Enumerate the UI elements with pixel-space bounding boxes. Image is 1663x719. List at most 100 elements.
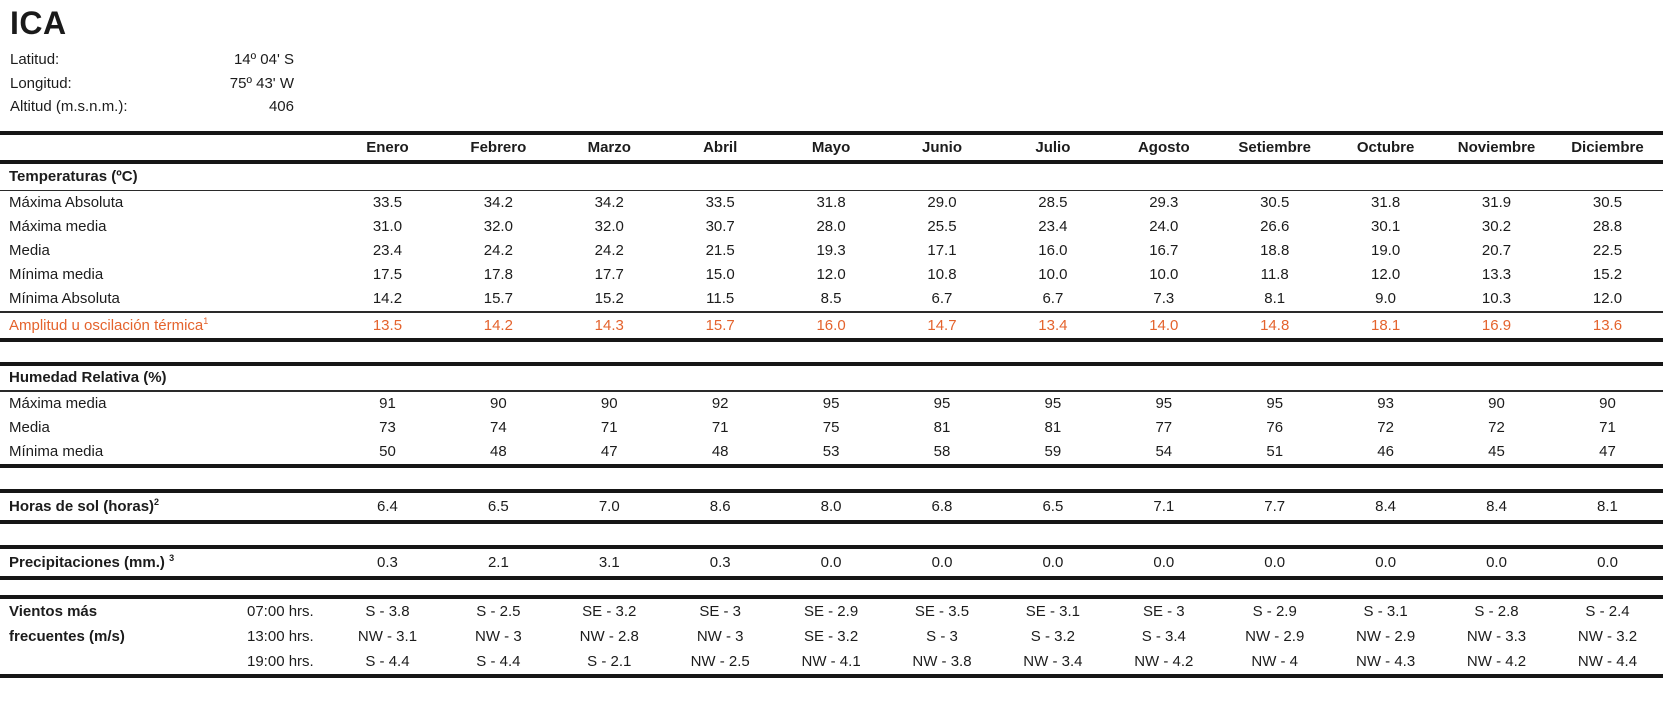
row-label: Mínima Absoluta bbox=[9, 290, 120, 307]
value-cell: S - 2.5 bbox=[476, 602, 521, 620]
value-cell: 72 bbox=[1377, 419, 1394, 436]
value-cell: 24.2 bbox=[483, 242, 513, 259]
value-cell: 59 bbox=[1044, 443, 1062, 460]
value-cell: 0.3 bbox=[709, 553, 731, 571]
value-cell: 30.5 bbox=[1592, 194, 1623, 211]
value-cell: 34.2 bbox=[483, 194, 513, 211]
value-cell: 81 bbox=[1044, 419, 1062, 436]
temperaturas-table: Temperaturas (ºC) Máxima Absoluta 33.5 34… bbox=[0, 163, 1663, 342]
value-cell: S - 3 bbox=[926, 627, 958, 645]
value-cell: S - 4.4 bbox=[476, 652, 521, 670]
section-title: Humedad Relativa (%) bbox=[0, 363, 1663, 392]
month-header-cell: Julio bbox=[1035, 138, 1071, 156]
value-cell: 17.7 bbox=[594, 266, 624, 283]
value-cell: 0.0 bbox=[820, 553, 842, 571]
value-cell: 31.0 bbox=[372, 218, 403, 235]
value-cell: 16.0 bbox=[1038, 242, 1068, 259]
value-cell: NW - 3.3 bbox=[1466, 627, 1527, 645]
value-cell: 6.8 bbox=[931, 497, 953, 515]
precipitaciones-table: Precipitaciones (mm.) 3 0.3 2.1 3.1 0.3 0.0 0… bbox=[0, 544, 1663, 580]
month-header-cell: Mayo bbox=[811, 138, 851, 156]
longitude-label: Longitud: bbox=[10, 74, 72, 92]
value-cell: 0.0 bbox=[1042, 553, 1064, 571]
value-cell: 19.3 bbox=[816, 242, 846, 259]
value-cell: 34.2 bbox=[594, 194, 624, 211]
value-cell: 33.5 bbox=[372, 194, 403, 211]
row-label: Máxima media bbox=[9, 218, 107, 235]
horas-sol-label: Horas de sol (horas) bbox=[9, 497, 155, 515]
value-cell: 10.8 bbox=[927, 266, 957, 283]
table-row-minima-absoluta: Mínima Absoluta 14.2 15.7 15.2 11.5 8.5 6.7 6.… bbox=[0, 287, 1663, 312]
month-header-cell: Octubre bbox=[1356, 138, 1415, 156]
table-row-hum-media: Media 73 74 71 71 75 81 81 77 76 72 72 71 bbox=[0, 416, 1663, 440]
value-cell: 12.0 bbox=[816, 266, 846, 283]
footnote-marker: 3 bbox=[169, 552, 175, 563]
value-cell: 31.8 bbox=[1371, 194, 1401, 211]
value-cell: 10.0 bbox=[1149, 266, 1179, 283]
longitude-row: Longitud: 75º 43' W bbox=[10, 72, 294, 96]
table-row-media: Media 23.4 24.2 24.2 21.5 19.3 17.1 16.0 16.7 18… bbox=[0, 239, 1663, 263]
value-cell: 14.2 bbox=[442, 310, 554, 340]
value-cell: 14.3 bbox=[553, 310, 665, 340]
value-cell: 8.0 bbox=[820, 497, 842, 515]
value-cell: SE - 2.9 bbox=[803, 602, 859, 620]
value-cell: S - 3.4 bbox=[1141, 627, 1186, 645]
value-cell: NW - 2.9 bbox=[1245, 627, 1305, 645]
value-cell: 14.8 bbox=[1219, 310, 1331, 340]
value-cell: 71 bbox=[1599, 419, 1616, 436]
value-cell: 72 bbox=[1488, 419, 1505, 436]
value-cell: 33.5 bbox=[705, 194, 735, 211]
value-cell: 8.4 bbox=[1486, 497, 1507, 515]
row-label: Mínima media bbox=[9, 443, 104, 460]
time-label: 07:00 hrs. bbox=[247, 602, 314, 620]
month-header-cell: Diciembre bbox=[1571, 138, 1644, 156]
value-cell: 0.0 bbox=[931, 553, 953, 571]
table-row-amplitud: Amplitud u oscilación térmica1 13.5 14.2 1… bbox=[0, 310, 1663, 340]
row-label: Máxima Absoluta bbox=[9, 194, 124, 211]
value-cell: 7.0 bbox=[598, 497, 620, 515]
value-cell: 95 bbox=[1044, 395, 1062, 412]
value-cell: 3.1 bbox=[598, 553, 620, 571]
value-cell: 29.3 bbox=[1149, 194, 1179, 211]
horas-sol-table: Horas de sol (horas)2 6.4 6.5 7.0 8.6 8.0 6.8… bbox=[0, 488, 1663, 524]
value-cell: SE - 3.2 bbox=[582, 602, 637, 620]
value-cell: NW - 3 bbox=[475, 627, 522, 645]
value-cell: 21.5 bbox=[705, 242, 735, 259]
value-cell: SE - 3.5 bbox=[914, 602, 970, 620]
value-cell: 74 bbox=[490, 419, 507, 436]
table-row-minima-media: Mínima media 17.5 17.8 17.7 15.0 12.0 10.8 10.… bbox=[0, 263, 1663, 287]
value-cell: 12.0 bbox=[1592, 290, 1623, 307]
months-header-table: Enero Febrero Marzo Abril Mayo Junio Julio Agos… bbox=[0, 130, 1663, 164]
value-cell: 14.0 bbox=[1108, 310, 1220, 340]
climate-sheet: ICA Latitud: 14º 04' S Longitud: 75º 43'… bbox=[0, 6, 1663, 719]
row-label: Máxima media bbox=[9, 395, 107, 412]
value-cell: NW - 2.8 bbox=[579, 627, 639, 645]
altitude-label: Altitud (m.s.n.m.): bbox=[10, 98, 128, 115]
value-cell: 10.3 bbox=[1481, 290, 1512, 307]
vientos-label-line2: frecuentes (m/s) bbox=[9, 627, 125, 645]
value-cell: 2.1 bbox=[487, 553, 509, 571]
value-cell: 77 bbox=[1155, 419, 1173, 436]
value-cell: 46 bbox=[1377, 443, 1394, 460]
value-cell: S - 3.8 bbox=[365, 602, 410, 620]
row-label: Amplitud u oscilación térmica1 bbox=[0, 310, 332, 340]
value-cell: NW - 4.4 bbox=[1577, 652, 1638, 670]
value-cell: 71 bbox=[711, 419, 729, 436]
month-header-cell: Enero bbox=[366, 138, 409, 156]
value-cell: 17.1 bbox=[927, 242, 957, 259]
value-cell: 16.9 bbox=[1441, 310, 1552, 340]
value-cell: SE - 3.2 bbox=[803, 627, 859, 645]
value-cell: 20.7 bbox=[1481, 242, 1512, 259]
value-cell: 90 bbox=[490, 395, 507, 412]
row-label: Horas de sol (horas)2 bbox=[0, 491, 332, 522]
value-cell: 28.5 bbox=[1038, 194, 1068, 211]
vientos-table: Vientos más frecuentes (m/s) 07:00 hrs. S… bbox=[0, 594, 1663, 678]
value-cell: 13.3 bbox=[1481, 266, 1512, 283]
precipitaciones-label: Precipitaciones (mm.) bbox=[9, 553, 165, 571]
value-cell: 18.8 bbox=[1260, 242, 1290, 259]
value-cell: 30.7 bbox=[705, 218, 735, 235]
value-cell: NW - 4.1 bbox=[801, 652, 861, 670]
value-cell: 16.7 bbox=[1149, 242, 1179, 259]
value-cell: 24.0 bbox=[1149, 218, 1179, 235]
value-cell: 8.5 bbox=[820, 290, 842, 307]
